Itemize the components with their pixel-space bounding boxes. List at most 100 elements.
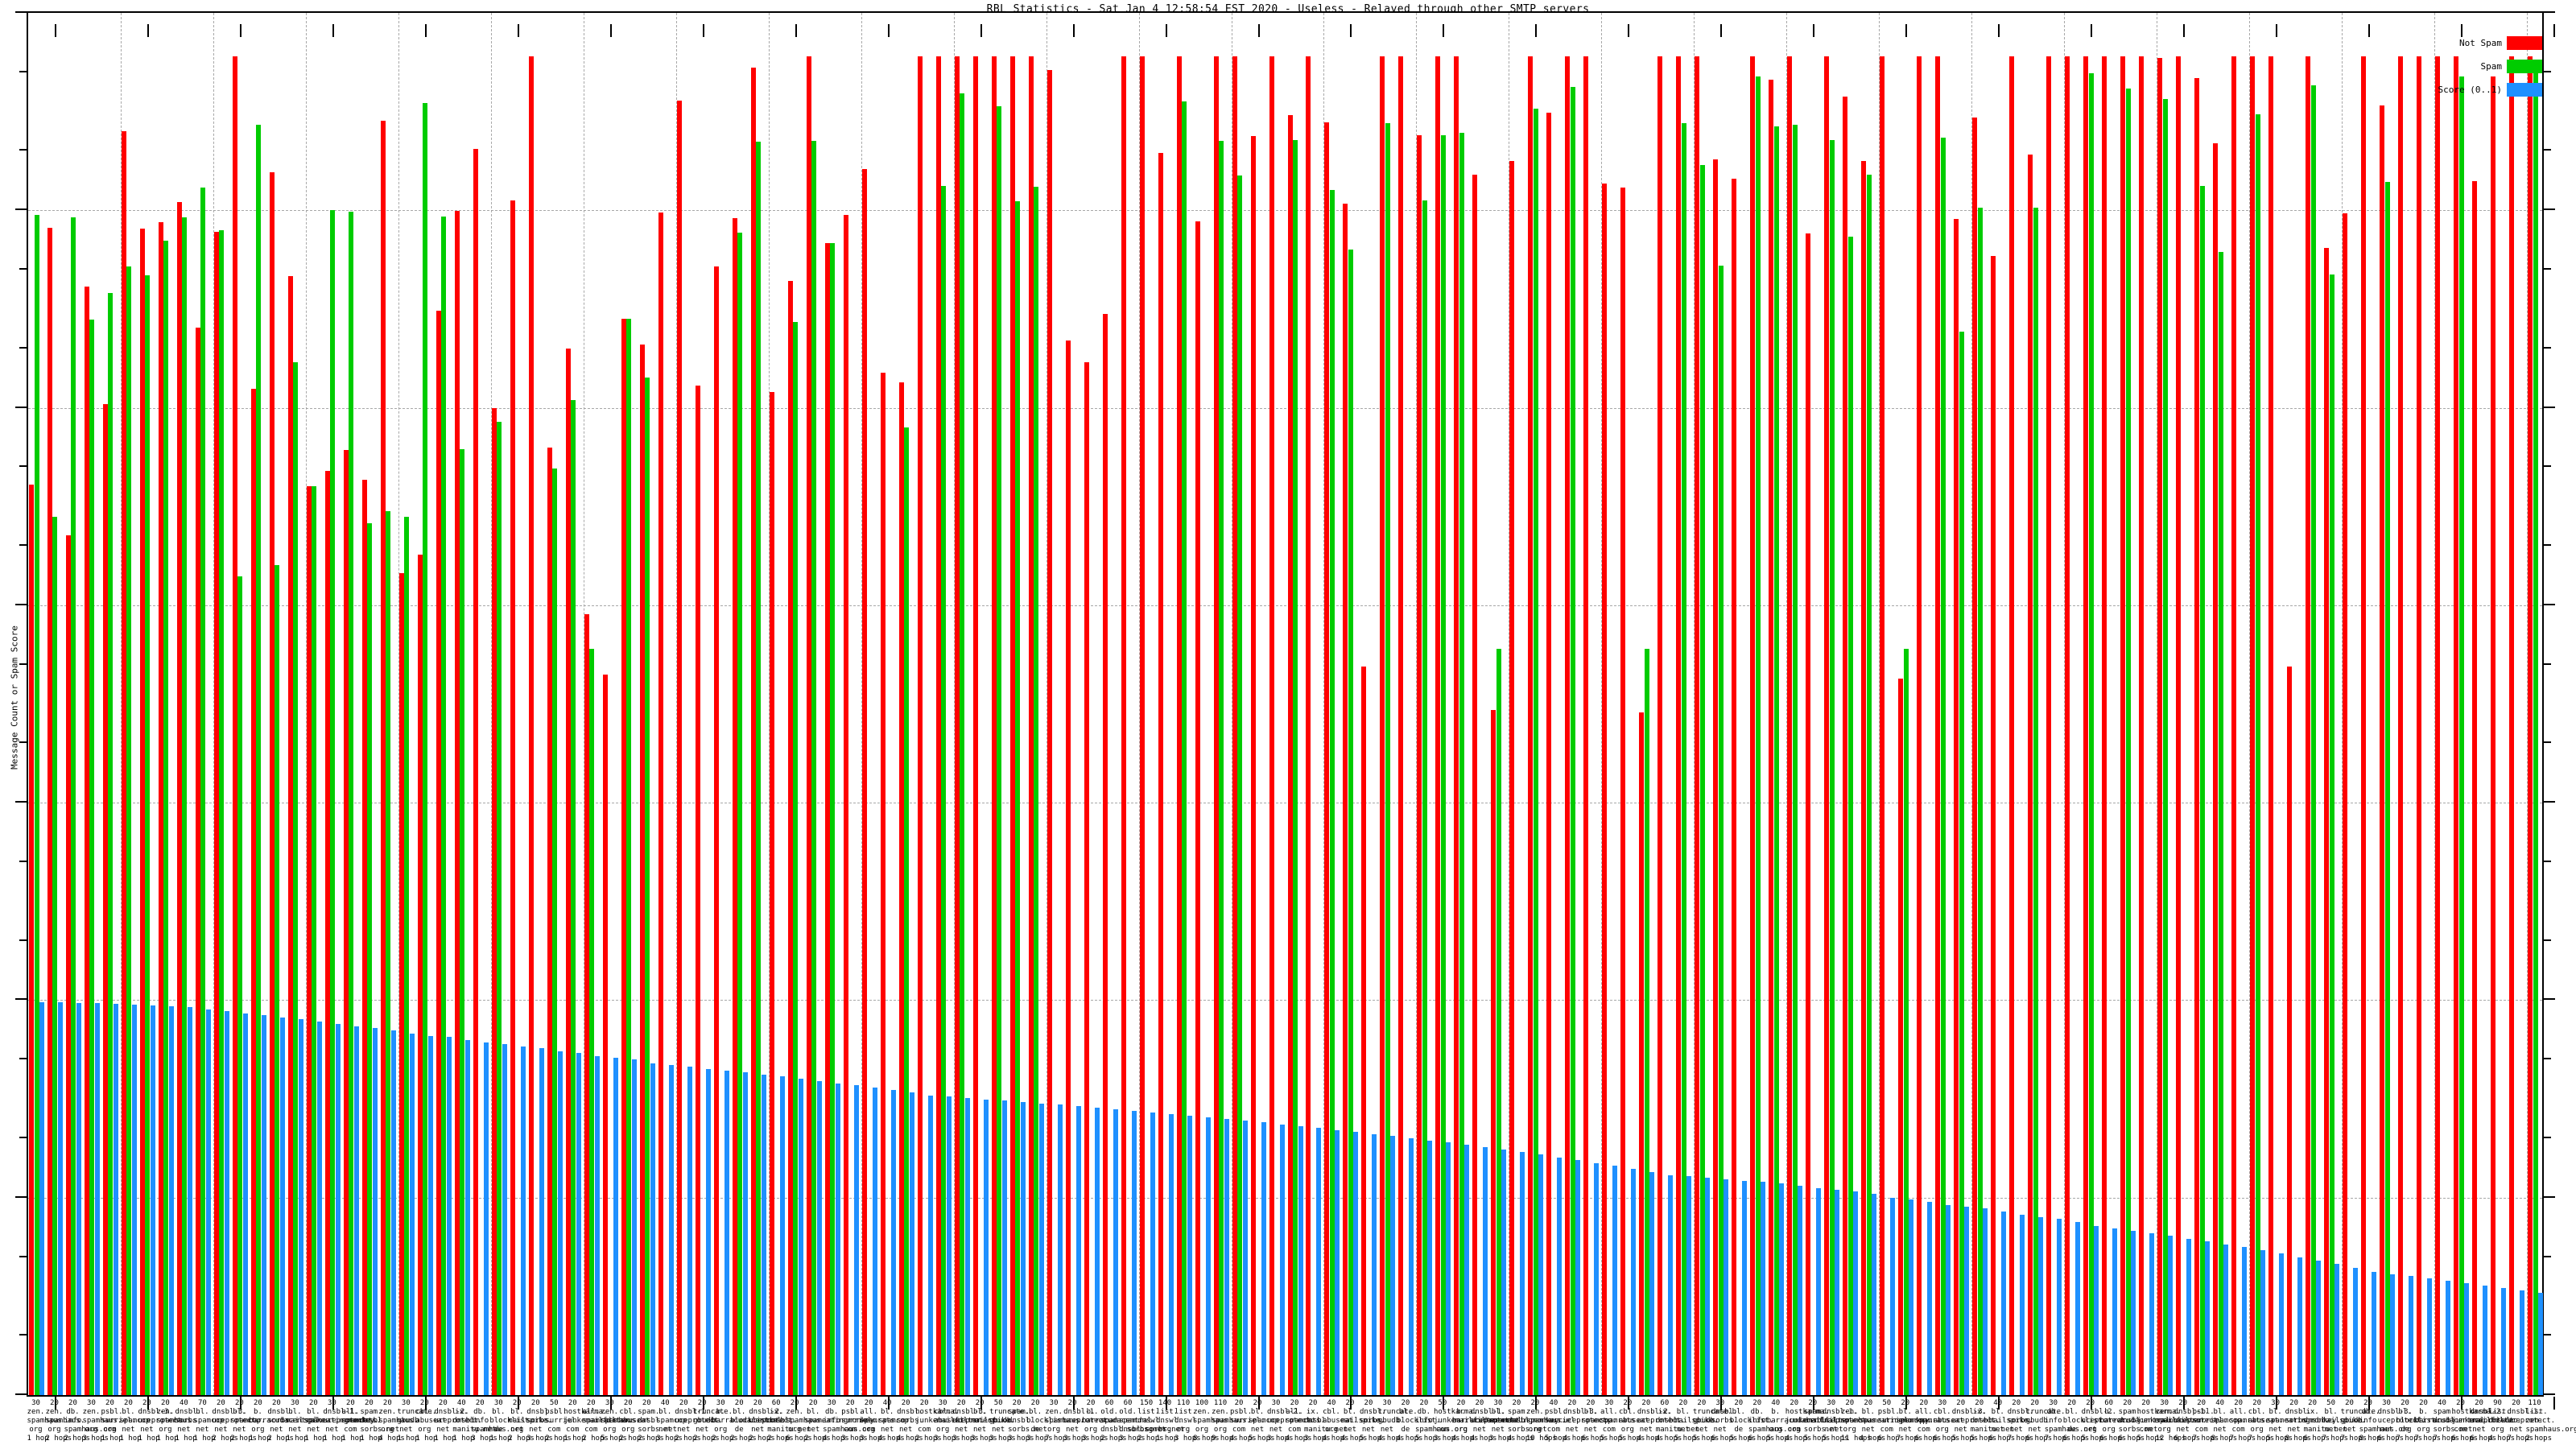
bar-spam <box>423 102 428 1395</box>
y-tick-minor <box>19 1255 27 1257</box>
x-axis-label-line: bl. <box>2268 1408 2282 1416</box>
x-axis-ticks-bottom <box>55 1397 2572 1410</box>
x-axis-label-line: 4 hops <box>1377 1435 1405 1443</box>
x-axis-label-line: dnsbl.sorbs.net <box>1119 1426 1185 1434</box>
bar-not-spam <box>47 228 52 1395</box>
bar-spam <box>1034 187 1039 1395</box>
bar-score <box>224 1011 229 1395</box>
x-axis-label-line: net <box>436 1426 450 1434</box>
x-axis-label-group: 20 bl. mailspike. net 5 hops <box>1674 1399 1718 1443</box>
x-axis-label-line: net <box>1472 1426 1487 1434</box>
bar-not-spam <box>898 382 904 1395</box>
x-axis-label-line: 110 <box>2528 1399 2541 1407</box>
x-axis-label-line: 20 <box>2067 1399 2077 1407</box>
bar-spam <box>1681 123 1686 1395</box>
bar-score <box>1427 1140 1433 1395</box>
x-axis-label-group: 20 spam. dnsbl. sorbs.net 4 hops <box>1508 1399 1547 1443</box>
x-axis-label-group: 20 zen. spamhaus. org 11 hops <box>1841 1399 1880 1443</box>
x-axis-label-line: zen. <box>1193 1408 1211 1416</box>
x-axis-label-group: 20 bl. blocklist. de 2 hops <box>730 1399 774 1443</box>
x-axis-label-line: abuseat. <box>415 1417 451 1425</box>
x-axis-label-group: 140 list. dnswl. org 1 hop <box>1156 1399 1183 1443</box>
x-axis-label-line: 2 hops <box>730 1435 757 1443</box>
bar-score <box>279 1017 285 1395</box>
bar-not-spam <box>1954 218 1959 1395</box>
x-tick-top <box>2553 24 2555 37</box>
bar-spam <box>589 649 595 1395</box>
x-axis-label-line: 20 <box>1623 1399 1633 1407</box>
x-axis-label-line: 20 <box>1456 1399 1466 1407</box>
x-axis-label-group: 20 bl. spamcop. net 2 hops <box>230 1399 265 1443</box>
x-axis-label-line: 5 hops <box>1544 1435 1571 1443</box>
x-axis-label-line: 20 <box>642 1399 651 1407</box>
x-axis-label-group: 20 dnsbl. sorbs. net 7 hops <box>2008 1399 2034 1443</box>
x-axis-label-line: spamhaus. <box>2155 1417 2195 1425</box>
x-axis-label-line: uceprotect. <box>1822 1417 1871 1425</box>
x-axis-label-line: cbl. <box>934 1408 952 1416</box>
x-axis-label-line: org <box>2102 1426 2116 1434</box>
x-axis-label-line: com <box>344 1426 357 1434</box>
legend: Not Spam Spam Score (0..1) <box>2381 34 2542 104</box>
x-axis-label-line: surriel. <box>1230 1417 1265 1425</box>
bar-not-spam <box>1713 159 1719 1395</box>
x-axis-label-line: 20 <box>1234 1399 1244 1407</box>
x-axis-label-line: 4 hops <box>1396 1435 1423 1443</box>
x-axis-label-line: com <box>1435 1426 1450 1434</box>
x-axis-label-line: ix. <box>455 1408 469 1416</box>
x-tick-top <box>2183 24 2186 37</box>
bar-spam <box>163 241 169 1395</box>
x-axis-label-line: de <box>2067 1426 2077 1434</box>
x-axis-label-line: 150 <box>1139 1399 1154 1407</box>
x-axis-label-group: 40 psbl. surriel. com 5 hops <box>1544 1399 1580 1443</box>
bar-score <box>2279 1253 2285 1395</box>
x-axis-label-line: 20 <box>364 1399 374 1407</box>
x-axis-label-line: list. <box>1137 1408 1160 1416</box>
x-axis-label-line: surriel. <box>1544 1417 1580 1425</box>
x-axis-label-line: 6 hops <box>2025 1435 2053 1443</box>
bar-score <box>1075 1106 1081 1395</box>
x-axis-label-line: spam. <box>1100 1417 1123 1425</box>
x-axis-label-line: 20 <box>1345 1399 1355 1407</box>
x-axis-label-line: all. <box>1600 1408 1618 1416</box>
x-axis-label-line: truncate. <box>989 1408 1029 1416</box>
x-axis-label-line: bl. <box>122 1408 135 1416</box>
x-axis-label-line: dnswl. <box>2488 1417 2516 1425</box>
x-axis-label-line: 5 hops <box>1359 1435 1386 1443</box>
x-axis-label-line: 20 <box>530 1399 540 1407</box>
x-axis-label-line: 20 <box>2456 1399 2465 1407</box>
x-axis-label-line: 6 hops <box>2174 1435 2201 1443</box>
bar-spam <box>2310 85 2316 1395</box>
bar-score <box>1353 1132 1359 1395</box>
x-axis-label-line: 3 hops <box>860 1435 886 1443</box>
x-axis-label-line: spamcop. <box>119 1417 155 1425</box>
bar-score <box>1279 1124 1285 1395</box>
x-tick-bottom <box>424 1397 427 1410</box>
bar-score <box>2334 1264 2340 1395</box>
legend-label-score: Score (0..1) <box>2438 84 2502 95</box>
bar-not-spam <box>2491 76 2496 1395</box>
x-axis-label-line: 4 hops <box>897 1435 923 1443</box>
x-axis-label-line: list. <box>2488 1408 2511 1416</box>
x-axis-label-line: 20 <box>919 1399 929 1407</box>
x-axis-label-line: 20 <box>1808 1399 1818 1407</box>
x-axis-label-line: dnsbl-3. <box>138 1408 173 1416</box>
bar-score <box>2205 1241 2211 1395</box>
x-axis-label-group: 20 spam. dnsbl. sorbs.net 6 hops <box>2119 1399 2158 1443</box>
x-axis-label-group: 40 cbl. abuseat. org 4 hops <box>1323 1399 1357 1443</box>
bar-not-spam <box>861 169 867 1395</box>
x-axis-label-line: bl. <box>1250 1408 1265 1416</box>
bar-not-spam <box>417 555 423 1395</box>
bar-score <box>94 1002 100 1395</box>
x-axis-label-group: 30 dnsbl-1. uceprotect. net 1 hop <box>323 1399 371 1443</box>
bar-not-spam <box>454 211 460 1395</box>
x-axis-label-group: 20 db. info spamhaus.org 2 hops <box>64 1399 116 1443</box>
x-axis-label-line: 20 <box>864 1399 873 1407</box>
x-axis-label-line: dnsbl-1. <box>2507 1408 2542 1416</box>
x-axis-label-line: 30 <box>2049 1399 2058 1407</box>
bar-spam <box>626 318 632 1395</box>
bar-not-spam <box>398 573 404 1395</box>
bar-not-spam <box>2213 143 2219 1395</box>
x-axis-label-line: psbl. <box>841 1408 864 1416</box>
x-tick-bottom <box>239 1397 242 1410</box>
x-axis-label-line: bl. <box>807 1408 820 1416</box>
